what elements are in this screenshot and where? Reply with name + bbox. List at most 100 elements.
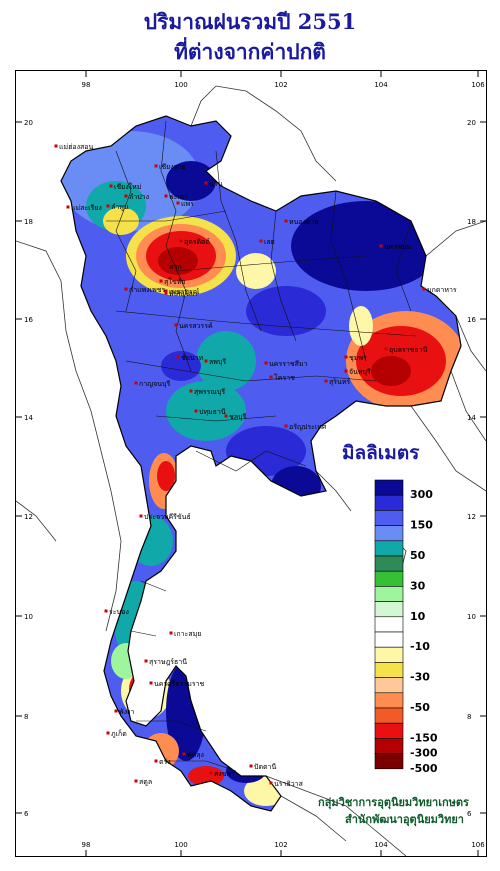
station-marker <box>182 752 186 756</box>
place-label: พังงา <box>119 708 134 716</box>
station-marker <box>154 164 158 168</box>
place-label: มุกดาหาร <box>427 286 457 294</box>
lon-label-top: 98 <box>82 81 91 89</box>
place-label: ระนอง <box>109 608 129 616</box>
place-label: นครพนม <box>384 243 411 251</box>
legend-title: มิลลิเมตร <box>342 442 420 464</box>
map-subtitle: ที่ต่างจากค่าปกติ <box>174 39 326 64</box>
lat-label-left: 18 <box>24 218 33 226</box>
station-marker <box>109 184 113 188</box>
place-label: ลำพูน <box>111 203 129 211</box>
lat-label-right: 18 <box>467 218 476 226</box>
place-label: กาญจนบุรี <box>139 380 170 388</box>
station-marker <box>124 194 128 198</box>
lon-label-bottom: 104 <box>374 841 388 849</box>
place-label: ตรัง <box>159 758 171 766</box>
station-marker <box>176 201 180 205</box>
lat-label-left: 12 <box>24 513 33 521</box>
station-marker <box>134 779 138 783</box>
footer-org-line2: สำนักพัฒนาอุตุนิยมวิทยา <box>345 813 464 826</box>
lon-label-top: 102 <box>274 81 287 89</box>
place-label: ชุมพร <box>349 354 367 362</box>
station-marker <box>104 609 108 613</box>
station-marker <box>174 323 178 327</box>
place-label: นครศรีธรรมราช <box>154 680 205 688</box>
lon-label-bottom: 98 <box>82 841 91 849</box>
lon-label-bottom: 106 <box>471 841 485 849</box>
lon-label-top: 104 <box>374 81 388 89</box>
station-marker <box>264 361 268 365</box>
station-marker <box>379 244 383 248</box>
place-label: ภูเก็ต <box>111 729 127 738</box>
place-label: จันทบุรี <box>349 368 371 376</box>
station-marker <box>114 709 118 713</box>
station-marker <box>269 375 273 379</box>
place-label: สงขลา <box>214 770 235 778</box>
station-marker <box>106 204 110 208</box>
lat-label-right: 8 <box>467 713 471 721</box>
station-marker <box>54 144 58 148</box>
place-label: สุพรรณบุรี <box>194 388 225 396</box>
lat-label-right: 14 <box>467 414 476 422</box>
place-label: โคราช <box>274 373 295 382</box>
map-title: ปริมาณฝนรวมปี 2551 <box>143 9 357 34</box>
station-marker <box>384 347 388 351</box>
station-marker <box>176 355 180 359</box>
lat-label-left: 8 <box>24 713 28 721</box>
place-label: กำแพงเพชร <box>129 286 165 294</box>
place-label: เชียงใหม่ <box>114 182 141 191</box>
footer-org-line1: กลุ่มวิชาการอุตุนิยมวิทยาเกษตร <box>318 796 469 809</box>
station-marker <box>189 389 193 393</box>
place-label: นราธิวาส <box>274 780 304 788</box>
place-label: อุตรดิตถ์ <box>184 238 210 246</box>
neighbour-borders <box>16 85 486 856</box>
station-marker <box>284 424 288 428</box>
station-marker <box>194 409 198 413</box>
station-marker <box>224 414 228 418</box>
place-label: ประจวบคีรีขันธ์ <box>144 513 191 521</box>
place-label: นครสวรรค์ <box>179 322 213 330</box>
station-marker <box>344 369 348 373</box>
station-marker <box>149 681 153 685</box>
place-label: นครราชสีมา <box>269 360 308 368</box>
place-label: น่าน <box>209 180 223 188</box>
lat-label-right: 12 <box>467 513 476 521</box>
station-marker <box>344 355 348 359</box>
station-marker <box>209 771 213 775</box>
station-marker <box>249 764 253 768</box>
station-marker <box>204 359 208 363</box>
place-label: พัทลุง <box>187 751 204 759</box>
place-label: สุโขทัย <box>164 277 186 286</box>
lat-label-left: 14 <box>24 414 33 422</box>
station-marker <box>269 781 273 785</box>
lat-label-left: 16 <box>24 316 33 324</box>
place-label: พิษณุโลก <box>169 289 197 298</box>
province-boundaries <box>106 120 417 772</box>
place-label: เชียงราย <box>159 163 185 171</box>
station-marker <box>169 631 173 635</box>
place-label: ลพบุรี <box>209 358 226 366</box>
station-marker <box>179 239 183 243</box>
place-label: ปทุมธานี <box>199 408 226 416</box>
place-label: อรัญประเทศ <box>289 423 327 431</box>
place-label: สตูล <box>139 778 152 786</box>
lat-label-left: 20 <box>24 119 33 127</box>
place-label: ปัตตานี <box>254 763 276 771</box>
lat-label-right: 16 <box>467 316 476 324</box>
station-marker <box>284 219 288 223</box>
station-marker <box>134 381 138 385</box>
place-label: ชัยนาท <box>181 354 204 362</box>
place-label: เกาะสมุย <box>174 630 201 638</box>
place-label: สุราษฎร์ธานี <box>149 658 187 666</box>
station-marker <box>259 239 263 243</box>
place-label: เลย <box>264 238 275 246</box>
place-label: อุบลราชธานี <box>389 346 428 354</box>
lon-label-bottom: 102 <box>274 841 287 849</box>
lon-label-top: 100 <box>174 81 187 89</box>
station-marker <box>164 291 168 295</box>
station-marker <box>124 287 128 291</box>
lat-label-right: 6 <box>467 810 472 818</box>
place-label: พะเยา <box>169 193 188 201</box>
